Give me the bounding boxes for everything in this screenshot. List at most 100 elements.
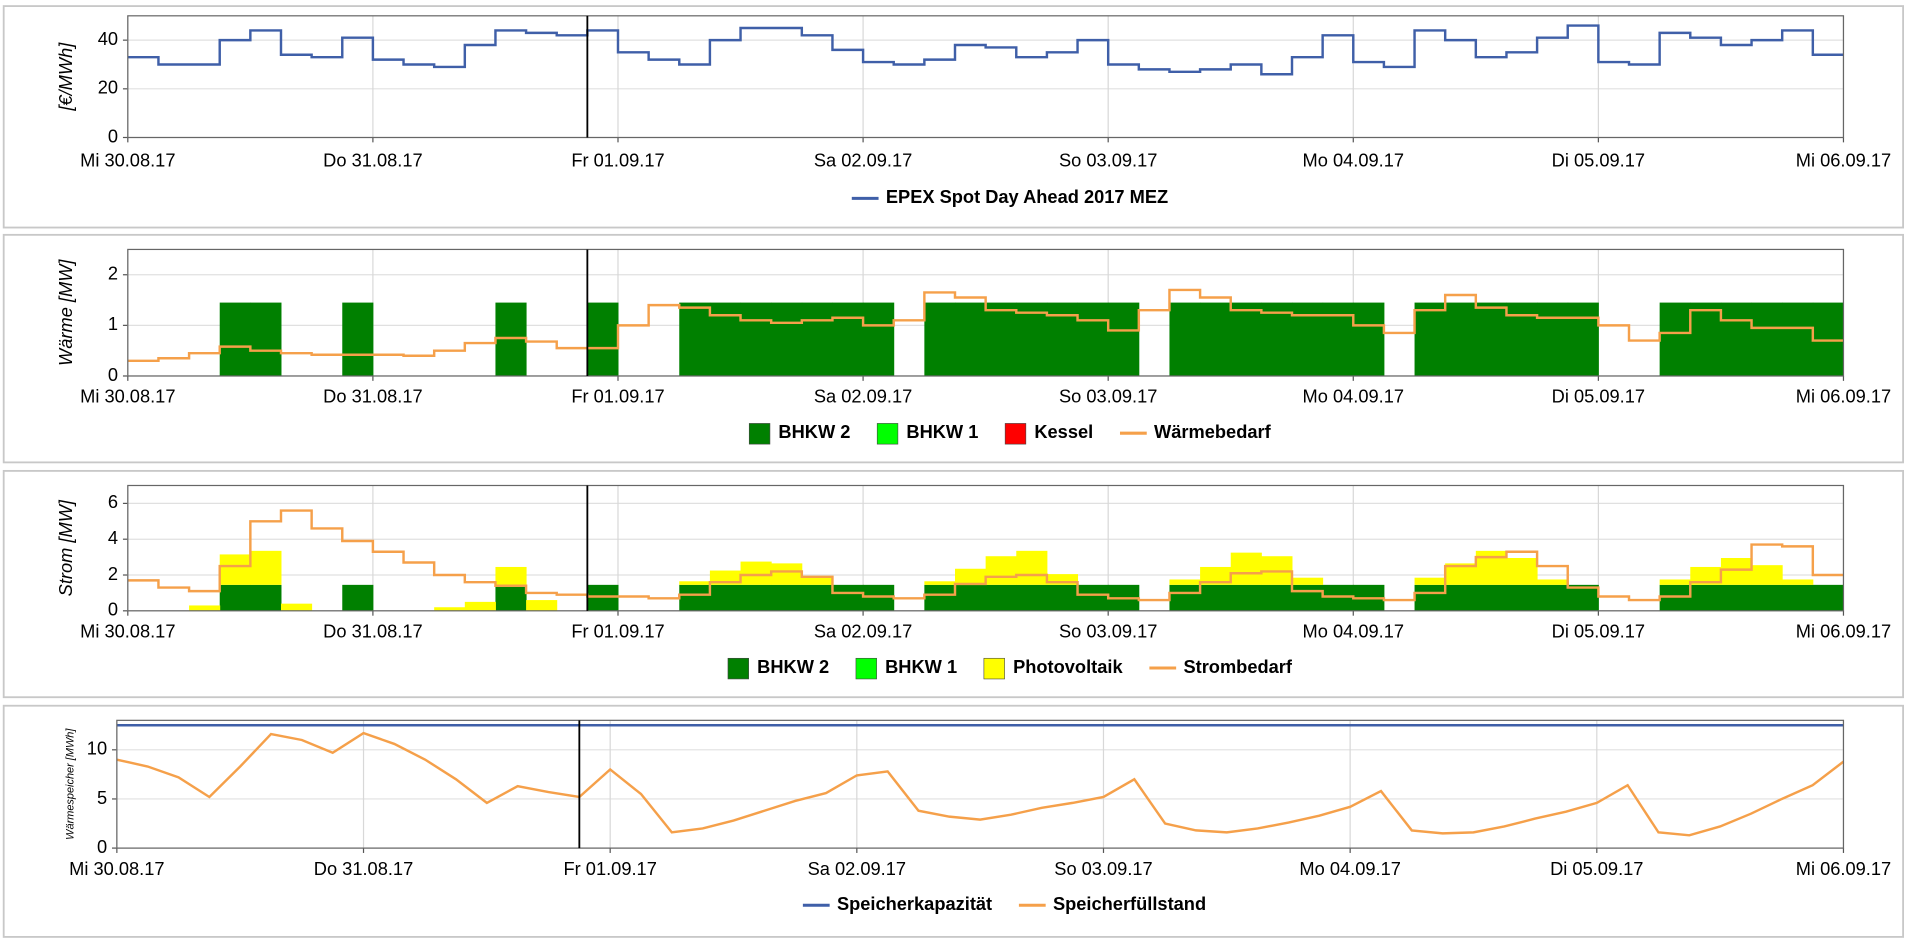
legend-label: Speicherkapazität: [837, 893, 992, 914]
x-tick-label: So 03.09.17: [1059, 621, 1157, 642]
area-segment: [1046, 584, 1079, 611]
area-segment: [342, 302, 374, 376]
x-tick-label: Mi 06.09.17: [1796, 621, 1891, 642]
x-tick-label: Mo 04.09.17: [1303, 150, 1404, 171]
area-segment: [1812, 584, 1844, 611]
area-segment: [1261, 584, 1293, 611]
legend-label: BHKW 1: [906, 421, 978, 442]
plot-frame: [127, 15, 1845, 139]
x-tick-label: Mi 30.08.17: [80, 150, 175, 171]
area-segment: [954, 584, 987, 611]
x-tick-label: Di 05.09.17: [1552, 386, 1645, 407]
legend-item: Speicherkapazität: [802, 893, 992, 914]
area-segment: [1230, 584, 1262, 611]
y-tick-label: 1: [108, 313, 118, 334]
area-segment: [587, 584, 619, 611]
area-segment: [1567, 584, 1599, 611]
area-segment: [1169, 579, 1201, 585]
area-segment: [1690, 584, 1722, 611]
area-segment: [1720, 302, 1753, 376]
area-segment: [434, 607, 466, 611]
area-segment: [280, 603, 313, 611]
legend-label: EPEX Spot Day Ahead 2017 MEZ: [886, 186, 1168, 207]
area-segment: [954, 568, 987, 585]
legend-item: BHKW 2: [727, 656, 829, 680]
area-segment: [771, 302, 803, 376]
area-segment: [679, 302, 711, 376]
legend-swatch: [748, 423, 771, 445]
area-segment: [1046, 574, 1079, 585]
legend-swatch: [855, 657, 877, 680]
y-tick-label: 2: [108, 563, 118, 584]
y-tick-label: 0: [97, 836, 107, 857]
y-tick-label: 0: [108, 125, 118, 146]
area-segment: [1751, 565, 1783, 585]
area-segment: [1292, 302, 1324, 376]
area-segment: [954, 302, 987, 376]
area-segment: [1016, 584, 1048, 611]
x-tick-label: Sa 02.09.17: [814, 386, 912, 407]
area-segment: [1506, 584, 1538, 611]
x-tick-label: Mo 04.09.17: [1299, 858, 1400, 879]
area-segment: [1506, 558, 1538, 585]
legend-item: BHKW 2: [748, 421, 850, 445]
y-tick-label: 4: [108, 527, 118, 548]
x-tick-label: Do 31.08.17: [323, 621, 422, 642]
area-segment: [1200, 302, 1232, 376]
area-segment: [1782, 302, 1814, 376]
area-segment: [250, 550, 282, 585]
area-segment: [1353, 302, 1385, 376]
area-segment: [1292, 577, 1324, 585]
area-segment: [1200, 566, 1232, 585]
legend-label: Kessel: [1034, 421, 1093, 442]
x-tick-label: Mi 30.08.17: [80, 386, 175, 407]
area-segment: [740, 302, 772, 376]
legend-item: Speicherfüllstand: [1018, 893, 1206, 914]
x-tick-label: Mi 30.08.17: [80, 621, 175, 642]
area-segment: [219, 584, 251, 611]
legend-swatch: [1004, 423, 1027, 445]
area-segment: [1230, 552, 1262, 585]
area-segment: [342, 584, 374, 611]
area-segment: [832, 584, 864, 611]
area-segment: [1046, 302, 1079, 376]
x-tick-label: Sa 02.09.17: [808, 858, 906, 879]
area-segment: [1782, 584, 1814, 611]
area-segment: [985, 584, 1017, 611]
area-segment: [863, 584, 895, 611]
plot-frame: [116, 719, 1845, 849]
legend-label: Strombedarf: [1183, 656, 1292, 677]
y-tick-label: 2: [108, 263, 118, 284]
legend-swatch: [983, 657, 1005, 680]
area-segment: [1414, 302, 1446, 376]
area-segment: [219, 554, 251, 585]
plot-frame: [127, 484, 1845, 612]
x-tick-label: Do 31.08.17: [323, 386, 422, 407]
legend-item: BHKW 1: [876, 421, 978, 445]
y-tick-label: 5: [97, 787, 107, 808]
area-segment: [1169, 302, 1201, 376]
area-segment: [1292, 584, 1324, 611]
y-tick-label: 0: [108, 364, 118, 385]
area-segment: [495, 302, 527, 376]
area-segment: [1077, 584, 1109, 611]
legend-swatch: [876, 423, 899, 445]
area-segment: [1567, 302, 1599, 376]
area-segment: [740, 584, 772, 611]
legend-item: Wärmebedarf: [1119, 421, 1272, 442]
legend-label: Photovoltaik: [1013, 656, 1123, 677]
x-tick-label: Fr 01.09.17: [571, 150, 664, 171]
x-tick-label: So 03.09.17: [1059, 150, 1157, 171]
area-segment: [1475, 302, 1507, 376]
legend-swatch: [727, 657, 749, 680]
plot-area: [127, 15, 1844, 138]
legend-label: BHKW 1: [885, 656, 957, 677]
area-segment: [526, 600, 558, 611]
area-segment: [1659, 584, 1691, 611]
y-tick-label: 40: [98, 28, 118, 49]
y-tick-label: 6: [108, 491, 118, 512]
y-tick-label: 10: [87, 738, 107, 759]
chart-panel: 0 1 2 Mi 30.08.17 Do 31.08.17 Fr 01.09.17 Sa 0…: [2, 233, 1904, 464]
area-segment: [771, 563, 803, 585]
